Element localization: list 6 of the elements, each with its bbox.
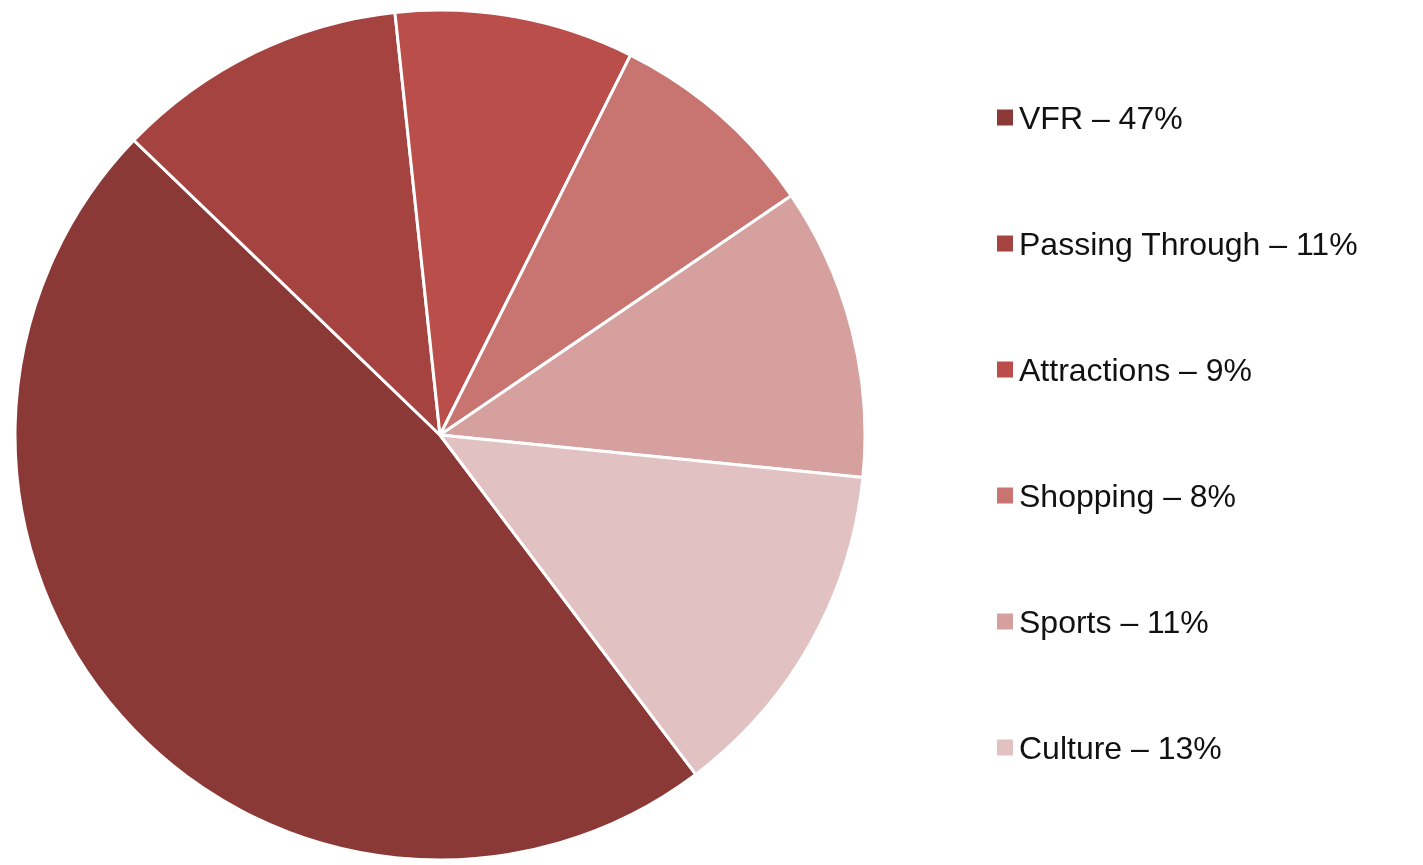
legend-label: VFR – 47%: [1019, 99, 1183, 136]
legend-label: Attractions – 9%: [1019, 351, 1252, 388]
legend-label: Culture – 13%: [1019, 729, 1222, 766]
legend-label: Sports – 11%: [1019, 603, 1209, 640]
legend-label: Passing Through – 11%: [1019, 225, 1358, 262]
legend-label: Shopping – 8%: [1019, 477, 1237, 514]
